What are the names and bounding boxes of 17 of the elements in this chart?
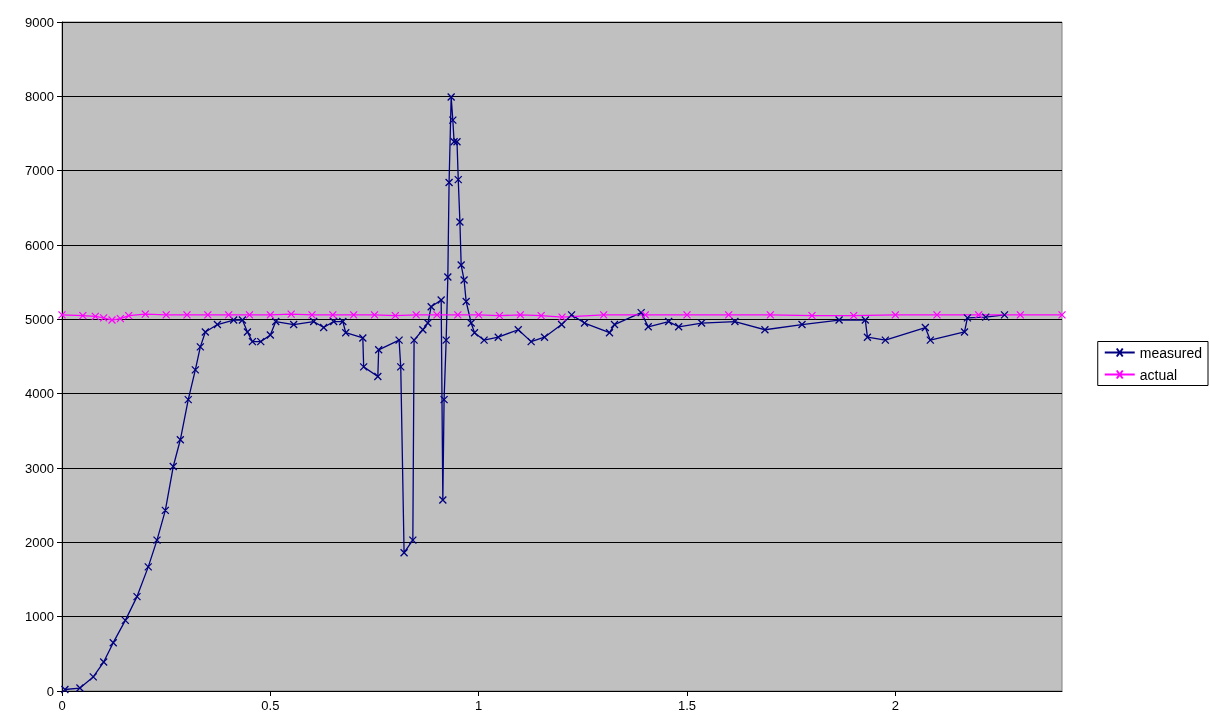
x-tick-label: 0.5: [261, 698, 280, 713]
x-tick-label: 0: [58, 698, 66, 713]
legend-label: measured: [1139, 344, 1203, 361]
y-tick-label: 6000: [25, 237, 54, 253]
y-tick-label: 4000: [25, 386, 54, 402]
y-tick-label: 2000: [25, 534, 54, 550]
y-tick-label: 1000: [25, 609, 54, 625]
y-tick-label: 7000: [25, 163, 54, 179]
x-tick-label: 1.5: [677, 698, 697, 713]
x-tick-label: 1: [475, 698, 483, 713]
legend-label: actual: [1139, 366, 1178, 383]
y-tick-label: 3000: [25, 460, 54, 476]
y-tick-label: 9000: [25, 14, 54, 30]
y-tick-label: 0: [46, 683, 54, 699]
y-tick-label: 8000: [25, 88, 54, 104]
x-tick-label: 2: [891, 698, 899, 713]
y-tick-label: 5000: [25, 311, 54, 327]
